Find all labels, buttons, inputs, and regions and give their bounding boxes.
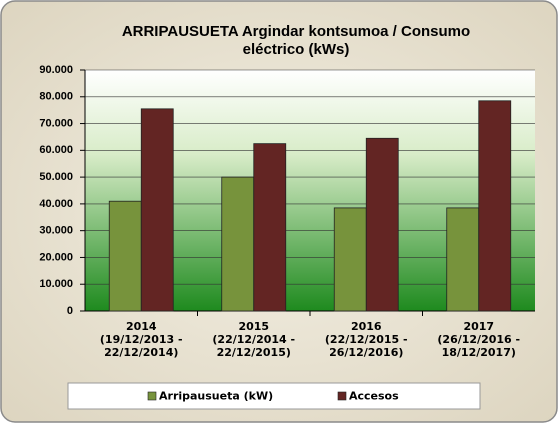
y-tick-label: 70.000 bbox=[39, 117, 73, 129]
chart-title: ARRIPAUSUETA Argindar kontsumoa / Consum… bbox=[122, 23, 470, 58]
legend-swatch bbox=[147, 391, 157, 401]
bar bbox=[108, 200, 142, 312]
x-tick-label: 2015 (22/12/2014 -22/12/2015) bbox=[212, 320, 295, 359]
legend-label: Accesos bbox=[349, 390, 399, 403]
legend bbox=[67, 382, 481, 410]
y-tick-label: 40.000 bbox=[39, 198, 73, 210]
y-tick-label: 80.000 bbox=[39, 91, 73, 103]
x-tick-label: 2016 (22/12/2015 -26/12/2016) bbox=[325, 320, 408, 359]
bar bbox=[333, 207, 367, 312]
x-tick-label: 2014 (19/12/2013 -22/12/2014) bbox=[100, 320, 183, 359]
y-tick-label: 20.000 bbox=[39, 251, 73, 263]
legend-label: Arripausueta (kW) bbox=[159, 390, 273, 403]
bar bbox=[221, 176, 255, 312]
y-tick-label: 50.000 bbox=[39, 171, 73, 183]
y-tick-label: 10.000 bbox=[39, 278, 73, 290]
y-tick-label: 0 bbox=[67, 305, 73, 317]
bar bbox=[253, 143, 287, 312]
bar bbox=[446, 207, 480, 312]
y-tick-label: 30.000 bbox=[39, 225, 73, 237]
bar bbox=[478, 100, 512, 312]
bar bbox=[365, 137, 399, 312]
x-tick-label: 2017 (26/12/2016 -18/12/2017) bbox=[437, 320, 520, 359]
bar bbox=[140, 108, 174, 312]
legend-swatch bbox=[337, 391, 347, 401]
y-tick-label: 60.000 bbox=[39, 144, 73, 156]
y-tick-label: 90.000 bbox=[39, 64, 73, 76]
